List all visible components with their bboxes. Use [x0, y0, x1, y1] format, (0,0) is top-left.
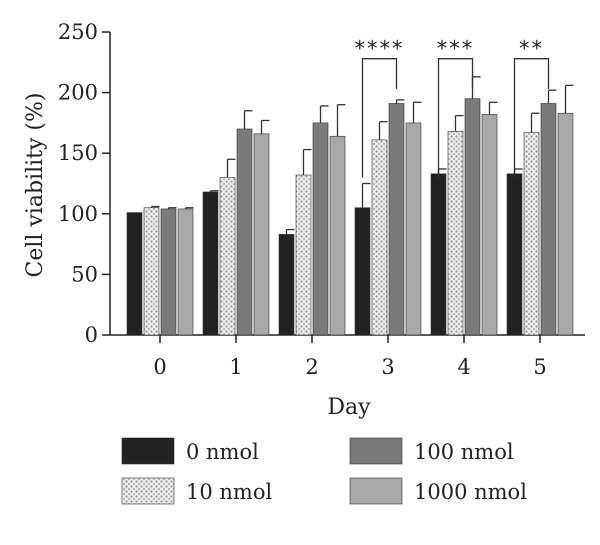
legend-label: 1000 nmol [414, 480, 527, 504]
bar [143, 207, 160, 336]
bar [278, 234, 295, 336]
y-tick-label: 100 [58, 202, 98, 226]
bar [557, 112, 574, 336]
x-tick-label: 1 [229, 355, 242, 379]
bar [540, 103, 557, 336]
x-axis-title: Day [327, 395, 371, 420]
bar [295, 174, 312, 336]
x-tick-label: 3 [381, 355, 394, 379]
bar [236, 128, 253, 336]
y-tick-label: 50 [71, 262, 98, 286]
legend-label: 0 nmol [186, 440, 259, 464]
bar [202, 191, 219, 336]
bar [447, 131, 464, 336]
bar [219, 177, 236, 336]
bar [481, 114, 498, 336]
legend-swatch [121, 477, 175, 505]
legend-swatch [349, 437, 403, 465]
significance-label: ** [519, 37, 544, 61]
legend-label: 10 nmol [186, 480, 272, 504]
significance-bracket [513, 58, 550, 178]
significance-bracket [437, 58, 474, 178]
x-tick-label: 5 [533, 355, 546, 379]
bar [430, 173, 447, 336]
bar [312, 122, 329, 336]
bar [160, 208, 177, 336]
bar [464, 98, 481, 336]
x-tick-label: 0 [153, 355, 166, 379]
bar [506, 173, 523, 336]
y-tick-label: 0 [85, 323, 98, 347]
bar [388, 103, 405, 336]
legend: 0 nmol 10 nmol 100 nmol 1000 nmol [121, 437, 527, 505]
bar [405, 122, 422, 336]
legend-label: 100 nmol [414, 440, 514, 464]
x-tick-label: 2 [305, 355, 318, 379]
bar [354, 207, 371, 336]
bar [329, 135, 346, 336]
significance-label: **** [355, 37, 405, 61]
significance-label: *** [437, 37, 475, 61]
legend-swatch [121, 437, 175, 465]
significance-bracket [361, 58, 398, 178]
y-tick-label: 200 [58, 81, 98, 105]
y-tick-label: 150 [58, 141, 98, 165]
y-axis-title: Cell viability (%) [23, 92, 48, 277]
legend-swatch [349, 477, 403, 505]
bar [253, 133, 270, 336]
bar [177, 208, 194, 336]
x-tick-label: 4 [457, 355, 470, 379]
y-tick-label: 250 [58, 20, 98, 44]
bar [126, 212, 143, 336]
bar [371, 139, 388, 336]
bar [523, 132, 540, 336]
